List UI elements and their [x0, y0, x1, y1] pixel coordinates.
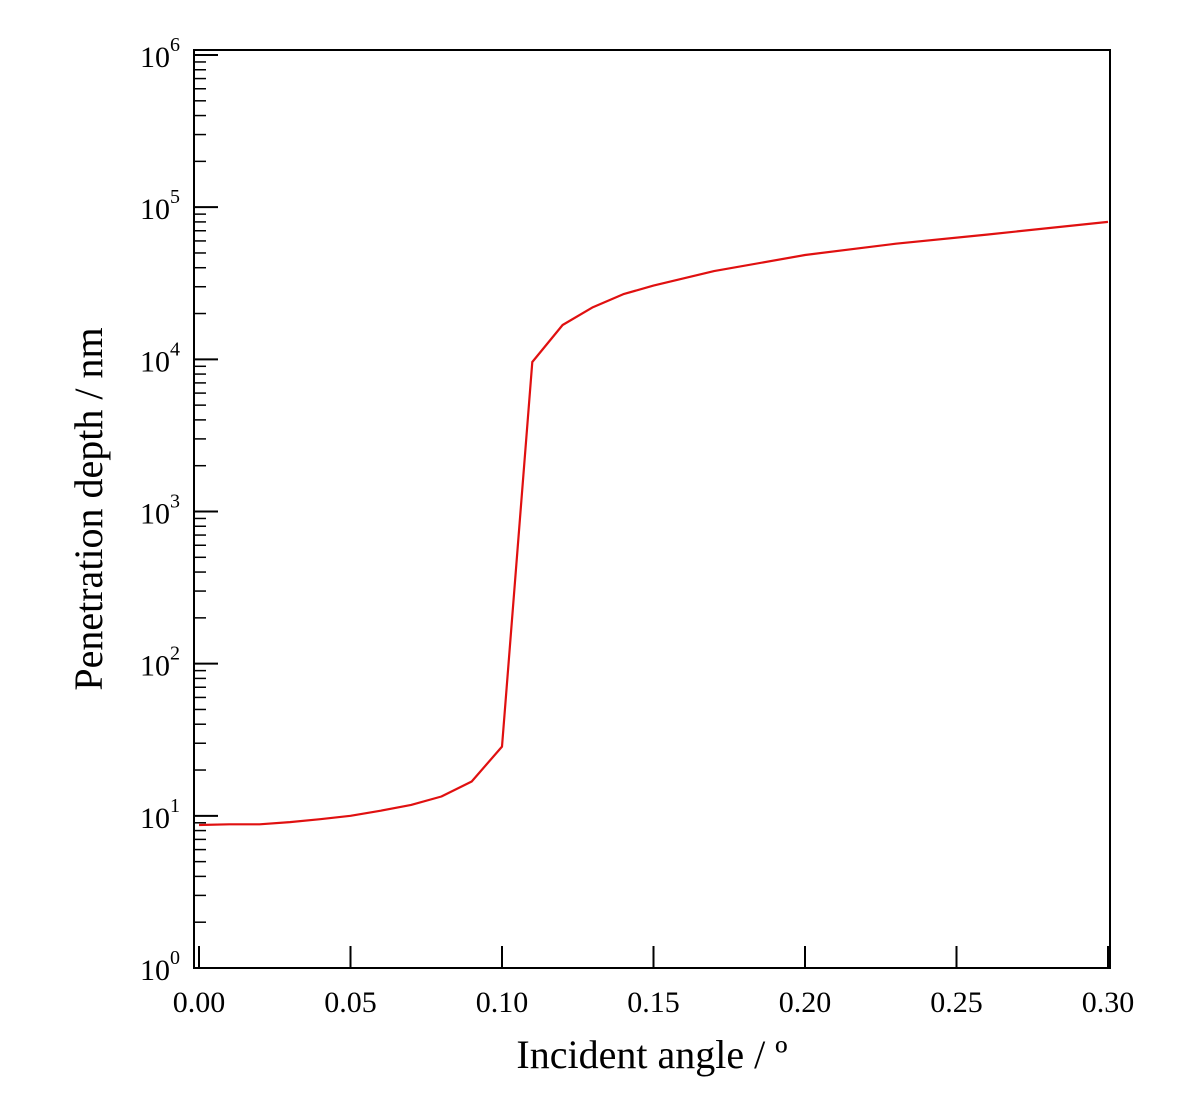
x-tick-labels: 0.00 0.05 0.10 0.15 0.20 0.25 0.30: [173, 986, 1135, 1019]
y-tick-base: 10: [140, 650, 170, 683]
y-tick-label: 105: [140, 186, 180, 226]
y-tick-label: 104: [140, 338, 180, 378]
series-line: [198, 220, 1109, 827]
y-tick-label: 106: [140, 34, 180, 74]
y-tick-base: 10: [140, 954, 170, 987]
x-tick-label: 0.20: [779, 986, 832, 1019]
x-tick-label: 0.10: [476, 986, 529, 1019]
y-tick-base: 10: [140, 498, 170, 531]
y-tick-exponent: 5: [170, 186, 180, 208]
y-tick-label: 100: [140, 947, 180, 987]
x-tick-label: 0.05: [324, 986, 377, 1019]
y-tick-base: 10: [140, 193, 170, 226]
plot-frame: [193, 49, 1111, 969]
y-axis-title: Penetration depth / nm: [66, 327, 111, 690]
y-tick-exponent: 1: [170, 795, 180, 817]
y-tick-exponent: 4: [170, 338, 180, 360]
x-axis-title: Incident angle / º: [516, 1032, 787, 1077]
y-tick-exponent: 2: [170, 643, 180, 665]
x-tick-label: 0.25: [930, 986, 983, 1019]
x-tick-label: 0.15: [627, 986, 680, 1019]
y-tick-label: 101: [140, 795, 180, 835]
y-tick-label: 102: [140, 643, 180, 683]
x-tick-label: 0.00: [173, 986, 226, 1019]
y-tick-exponent: 3: [170, 491, 180, 513]
x-tick-label: 0.30: [1082, 986, 1135, 1019]
series-points: [198, 221, 1109, 826]
y-axis-ticks: [194, 54, 218, 969]
y-tick-base: 10: [140, 802, 170, 835]
y-tick-base: 10: [140, 345, 170, 378]
y-tick-exponent: 6: [170, 34, 180, 56]
y-minor-ticks: [194, 61, 206, 923]
y-tick-label: 103: [140, 491, 180, 531]
y-tick-base: 10: [140, 41, 170, 74]
y-tick-exponent: 0: [170, 947, 180, 969]
x-axis-ticks: [198, 946, 1109, 968]
